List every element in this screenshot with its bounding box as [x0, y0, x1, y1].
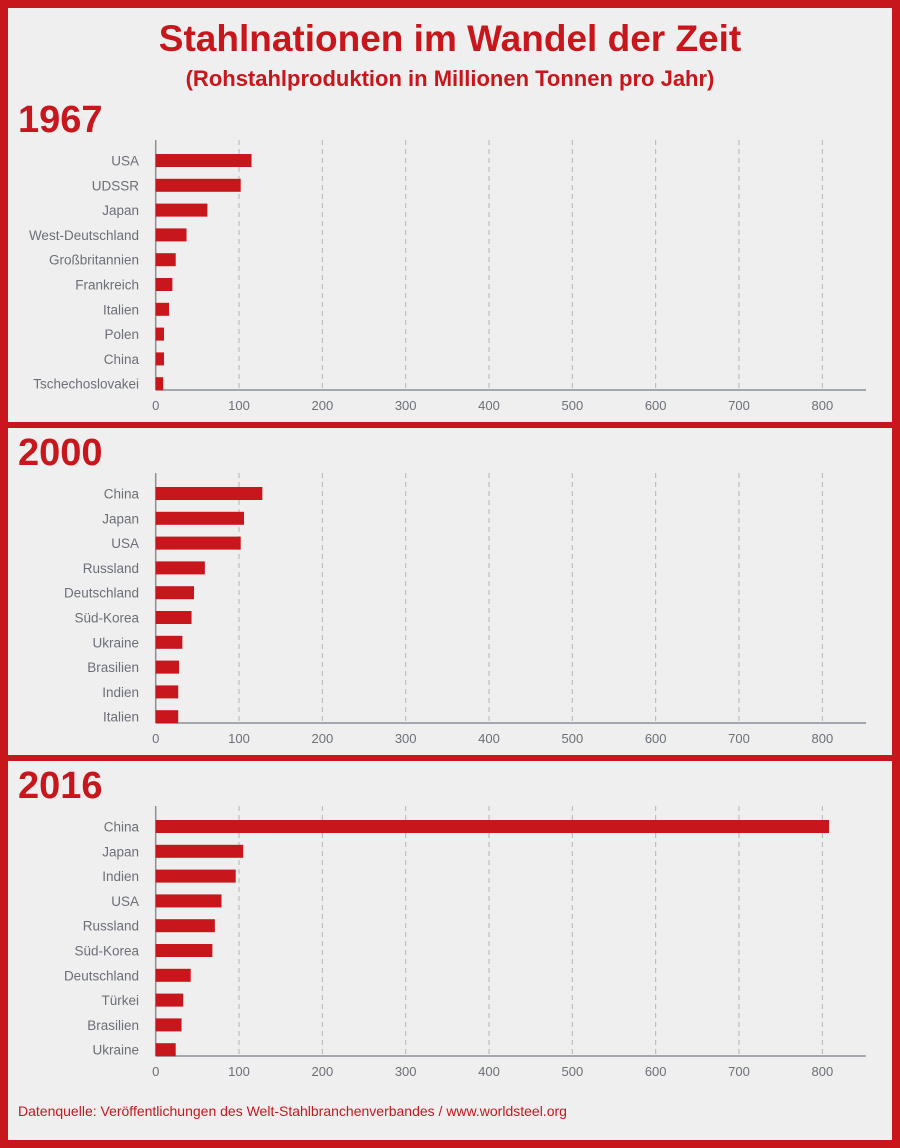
bar [155, 302, 170, 316]
year-label: 2016 [18, 765, 103, 807]
x-tick-label: 800 [811, 398, 833, 413]
x-tick-label: 200 [312, 1064, 334, 1079]
category-label: Süd-Korea [74, 611, 139, 626]
category-label: West-Deutschland [29, 228, 139, 243]
x-tick-label: 400 [478, 731, 500, 746]
x-tick-label: 100 [228, 731, 250, 746]
bar [155, 919, 215, 933]
chart-2000: 2000 0 100 200 300 400 500 600 700 800 China Japan U… [18, 432, 866, 746]
bar [155, 178, 241, 192]
bar [155, 993, 184, 1007]
bar [155, 586, 195, 600]
x-tick-label: 300 [395, 398, 417, 413]
bar [155, 352, 165, 366]
x-tick-label: 700 [728, 731, 750, 746]
category-label: Ukraine [92, 635, 139, 650]
x-tick-label: 300 [395, 731, 417, 746]
bar [155, 278, 173, 291]
bar [155, 1018, 182, 1032]
bar [155, 154, 252, 167]
chart-1967: 1967 0 100 200 300 400 500 600 700 800 USA UDSSR Jap… [18, 99, 866, 413]
bar [155, 536, 241, 550]
category-label: Indien [102, 685, 139, 700]
category-label: China [104, 820, 140, 835]
x-tick-label: 800 [811, 731, 833, 746]
x-tick-label: 0 [152, 731, 159, 746]
category-label: Brasilien [87, 1018, 139, 1033]
bar [155, 635, 183, 649]
bar [155, 511, 245, 525]
bar [155, 228, 187, 242]
category-label: Ukraine [92, 1043, 139, 1058]
year-label: 1967 [18, 99, 103, 141]
category-label: Italien [103, 302, 139, 317]
category-label: Deutschland [64, 586, 139, 601]
x-tick-label: 400 [478, 1064, 500, 1079]
bar [155, 561, 205, 575]
category-label: Brasilien [87, 660, 139, 675]
x-tick-label: 200 [312, 731, 334, 746]
x-tick-label: 600 [645, 1064, 667, 1079]
x-tick-label: 100 [228, 1064, 250, 1079]
category-label: USA [111, 894, 139, 909]
chart-title: Stahlnationen im Wandel der Zeit [158, 18, 742, 59]
bar [155, 844, 244, 858]
category-label: Japan [102, 511, 139, 526]
category-label: USA [111, 536, 139, 551]
x-tick-label: 500 [561, 731, 583, 746]
x-tick-label: 0 [152, 1064, 159, 1079]
bar [155, 203, 208, 217]
bar [155, 820, 830, 833]
category-label: Polen [104, 327, 139, 342]
bar [155, 944, 213, 957]
x-tick-label: 0 [152, 398, 159, 413]
bar [155, 253, 176, 267]
x-tick-label: 800 [811, 1064, 833, 1079]
bar [155, 660, 180, 674]
category-label: UDSSR [92, 178, 140, 193]
x-tick-label: 700 [728, 398, 750, 413]
category-label: Großbritannien [49, 253, 139, 268]
category-label: Türkei [101, 993, 139, 1008]
category-label: Russland [83, 919, 139, 934]
x-tick-label: 600 [645, 398, 667, 413]
bar [155, 894, 222, 908]
category-label: USA [111, 154, 139, 169]
x-tick-label: 200 [312, 398, 334, 413]
panel-divider [0, 422, 900, 428]
bar [155, 685, 179, 699]
category-label: Japan [102, 844, 139, 859]
x-tick-label: 500 [561, 398, 583, 413]
chart-2016: 2016 0 100 200 300 400 500 600 700 800 China Japan I… [18, 765, 866, 1079]
bar [155, 869, 236, 883]
category-label: Frankreich [75, 278, 139, 293]
x-tick-label: 300 [395, 1064, 417, 1079]
x-tick-label: 700 [728, 1064, 750, 1079]
bar [155, 968, 191, 982]
category-label: China [104, 487, 140, 502]
category-label: Russland [83, 561, 139, 576]
category-label: Deutschland [64, 968, 139, 983]
bar [155, 487, 263, 500]
source-footer: Datenquelle: Veröffentlichungen des Welt… [18, 1103, 567, 1119]
chart-subtitle: (Rohstahlproduktion in Millionen Tonnen … [185, 66, 715, 91]
category-label: Japan [102, 203, 139, 218]
bar [155, 327, 165, 341]
category-label: Tschechoslovakei [33, 377, 139, 392]
category-label: China [104, 352, 140, 367]
x-tick-label: 400 [478, 398, 500, 413]
x-tick-label: 500 [561, 1064, 583, 1079]
bar [155, 710, 179, 724]
bar [155, 377, 164, 391]
panel-divider [0, 755, 900, 761]
x-tick-label: 100 [228, 398, 250, 413]
category-label: Italien [103, 710, 139, 725]
bar [155, 611, 192, 624]
category-label: Süd-Korea [74, 944, 139, 959]
x-tick-label: 600 [645, 731, 667, 746]
category-label: Indien [102, 869, 139, 884]
bar [155, 1043, 176, 1057]
year-label: 2000 [18, 432, 103, 474]
